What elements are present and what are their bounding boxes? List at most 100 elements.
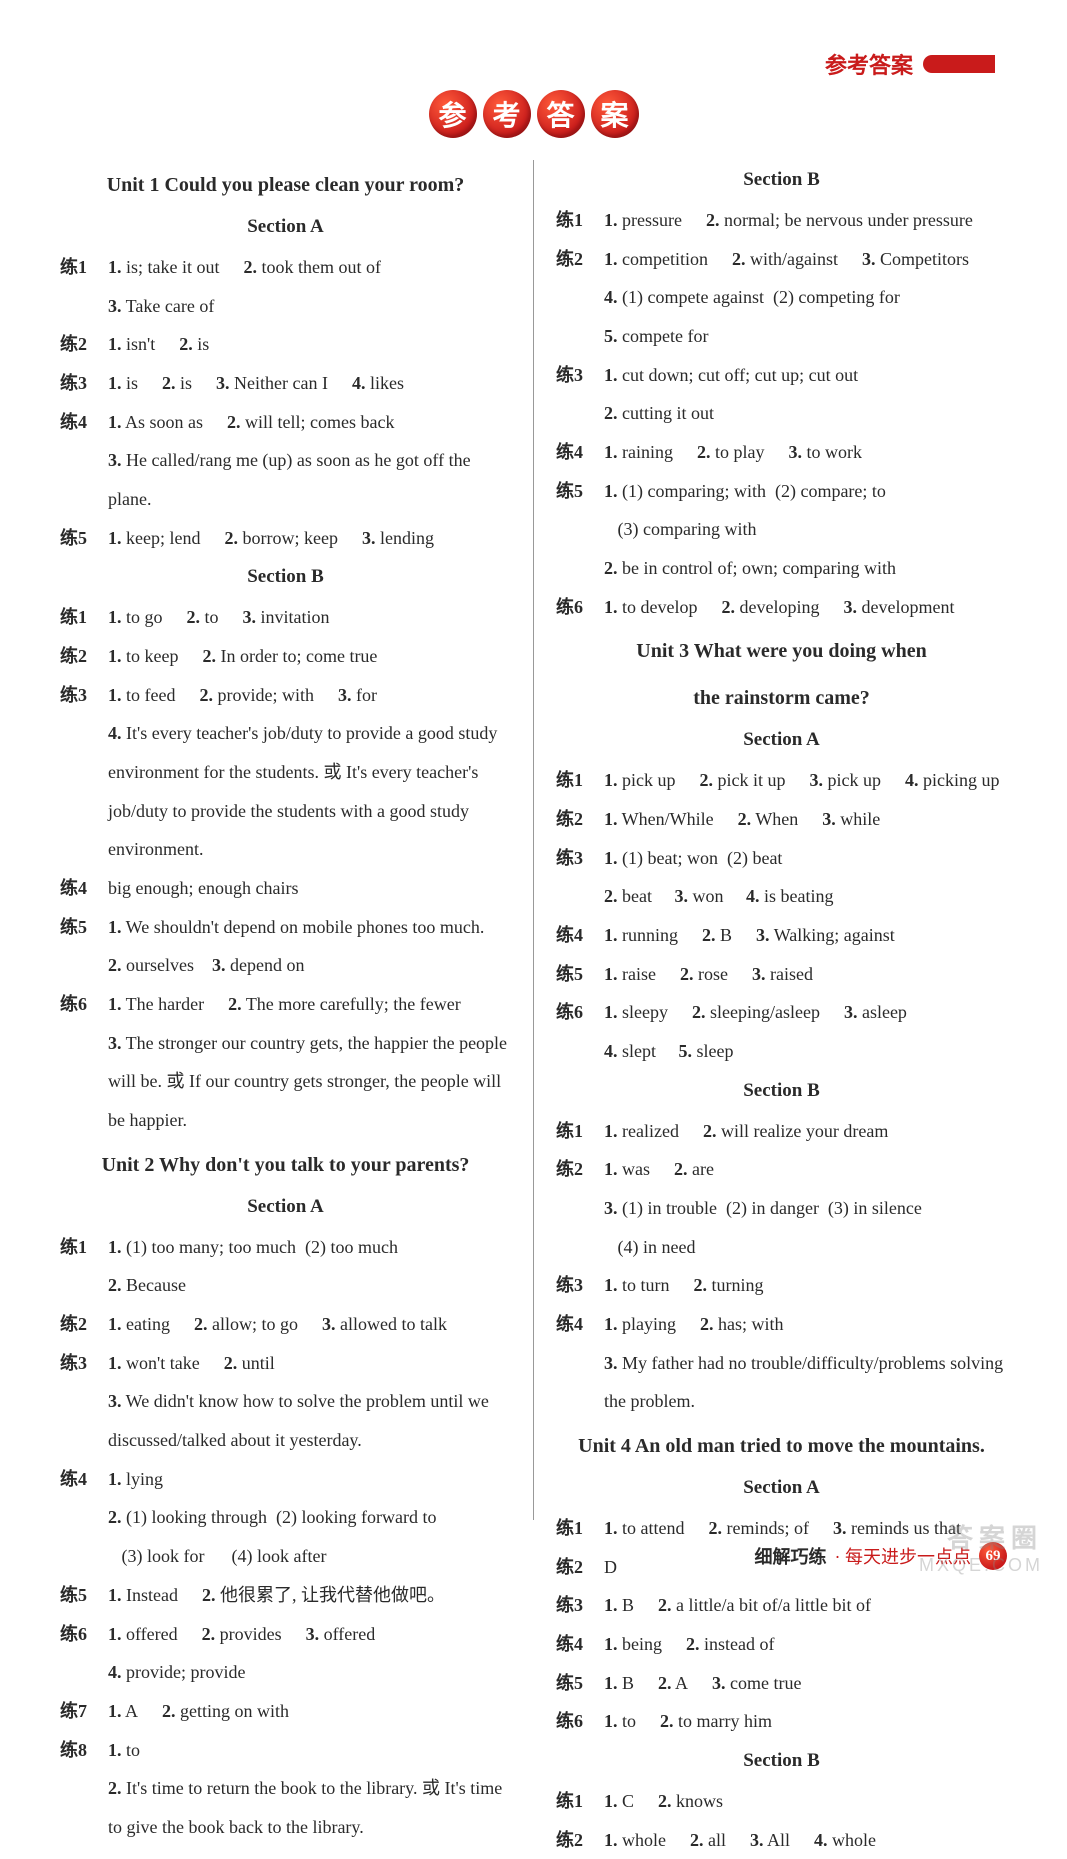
practice-label: 练2 — [60, 637, 108, 676]
answer-continuation: 4. It's every teacher's job/duty to prov… — [60, 714, 511, 869]
answer-item: 1. As soon as — [108, 403, 203, 442]
answer-item: 2. 他很累了, 让我代替他做吧。 — [202, 1576, 445, 1615]
practice-label: 练3 — [556, 839, 604, 878]
answer-items: 1. pick up2. pick it up3. pick up4. pick… — [604, 761, 1007, 800]
answer-item: 1. won't take — [108, 1344, 200, 1383]
answer-item: 3. development — [843, 588, 954, 627]
answer-continuation: (4) in need — [556, 1228, 1007, 1267]
answer-item: 1. competition — [604, 240, 708, 279]
unit-title: Unit 1 Could you please clean your room? — [60, 164, 511, 207]
watermark-line1: 答案圈 — [919, 1518, 1043, 1555]
answer-items: 1. whole2. all3. All4. whole — [604, 1821, 1007, 1859]
unit-title: Unit 4 An old man tried to move the moun… — [556, 1425, 1007, 1468]
title-char: 考 — [483, 90, 531, 138]
answer-items: 1. playing2. has; with — [604, 1305, 1007, 1344]
answer-row: 练51. (1) comparing; with (2) compare; to — [556, 472, 1007, 511]
answer-item: 3. for — [338, 676, 377, 715]
answer-continuation: (3) look for (4) look after — [60, 1537, 511, 1576]
practice-label: 练5 — [556, 472, 604, 511]
practice-label: 练5 — [556, 955, 604, 994]
answer-item: 2. A — [658, 1664, 688, 1703]
answer-continuation: 2. cutting it out — [556, 394, 1007, 433]
answer-row: 练31. to turn2. turning — [556, 1266, 1007, 1305]
answer-items: 1. B2. A3. come true — [604, 1664, 1007, 1703]
answer-items: 1. isn't 2. is — [108, 325, 511, 364]
answer-items: 1. won't take2. until — [108, 1344, 511, 1383]
answer-row: 练51. B2. A3. come true — [556, 1664, 1007, 1703]
section-title: Section B — [60, 557, 511, 598]
practice-label: 练1 — [60, 1228, 108, 1267]
answer-continuation: 2. (1) looking through (2) looking forwa… — [60, 1498, 511, 1537]
answer-item: 2. rose — [680, 955, 728, 994]
answer-item: 2. developing — [721, 588, 819, 627]
answer-item: 3. raised — [752, 955, 813, 994]
answer-items: 1. is2. is3. Neither can I4. likes — [108, 364, 511, 403]
answer-items: 1. eating2. allow; to go3. allowed to ta… — [108, 1305, 511, 1344]
answer-row: 练51. raise2. rose3. raised — [556, 955, 1007, 994]
answer-item: 1. isn't — [108, 325, 155, 364]
answer-items: 1. offered2. provides3. offered4. provid… — [108, 1615, 511, 1692]
answer-row: 练41. raining2. to play3. to work — [556, 433, 1007, 472]
answer-item: 1. When/While — [604, 800, 714, 839]
answer-item: 2. borrow; keep — [224, 519, 337, 558]
answer-row: 练41. lying — [60, 1460, 511, 1499]
answer-continuation: (3) comparing with — [556, 510, 1007, 549]
answer-items: 1. to go2. to3. invitation — [108, 598, 511, 637]
answer-row: 练51. We shouldn't depend on mobile phone… — [60, 908, 511, 947]
answer-row: 练41. being2. instead of — [556, 1625, 1007, 1664]
answer-item: 3. to work — [789, 433, 863, 472]
answer-item: 1. raining — [604, 433, 673, 472]
answer-items: 1. As soon as 2. will tell; comes back — [108, 403, 511, 442]
section-title: Section A — [556, 1468, 1007, 1509]
answer-item: 1. to turn — [604, 1266, 670, 1305]
practice-label: 练1 — [60, 248, 108, 287]
practice-label: 练2 — [60, 325, 108, 364]
practice-label: 练3 — [556, 356, 604, 395]
answer-item: 2. to marry him — [660, 1702, 772, 1741]
answer-item: 2. allow; to go — [194, 1305, 298, 1344]
answer-row: 练31. B2. a little/a bit of/a little bit … — [556, 1586, 1007, 1625]
answer-item: 2. with/against — [732, 240, 838, 279]
answer-row: 练11. to go2. to3. invitation — [60, 598, 511, 637]
answer-continuation: 3. My father had no trouble/difficulty/p… — [556, 1344, 1007, 1421]
answer-item: 1. B — [604, 1586, 634, 1625]
answer-item: 2. sleeping/asleep — [692, 993, 820, 1032]
answer-continuation: 2. ourselves 3. depend on — [60, 946, 511, 985]
answer-row: 练61. to2. to marry him — [556, 1702, 1007, 1741]
answer-row: 练31. won't take2. until — [60, 1344, 511, 1383]
answer-continuation: 2. be in control of; own; comparing with — [556, 549, 1007, 588]
answer-item: 4. likes — [352, 364, 404, 403]
answer-item: 1. (1) too many; too much (2) too much — [108, 1228, 398, 1267]
answer-item: 3. Walking; against — [756, 916, 895, 955]
columns: Unit 1 Could you please clean your room?… — [60, 160, 1007, 1520]
answer-row: 练21. whole2. all3. All4. whole — [556, 1821, 1007, 1859]
answer-continuation: 5. compete for — [556, 317, 1007, 356]
answer-row: 练61. to develop2. developing3. developme… — [556, 588, 1007, 627]
answer-item: 3. Competitors — [862, 240, 969, 279]
practice-label: 练2 — [556, 1821, 604, 1859]
answer-item: 2. pick it up — [700, 761, 786, 800]
answer-item: 1. A — [108, 1692, 138, 1731]
answer-items: 1. to develop2. developing3. development — [604, 588, 1007, 627]
answer-continuation: 4. slept 5. sleep — [556, 1032, 1007, 1071]
answer-item: 2. is — [179, 325, 209, 364]
practice-label: 练3 — [60, 1344, 108, 1383]
practice-label: 练5 — [60, 908, 108, 947]
practice-label: 练2 — [556, 240, 604, 279]
answer-row: 练4big enough; enough chairs — [60, 869, 511, 908]
answer-item: 1. whole — [604, 1821, 666, 1859]
answer-items: 1. to turn 2. turning — [604, 1266, 1007, 1305]
practice-label: 练6 — [556, 588, 604, 627]
footer-brand: 细解巧练 — [755, 1543, 827, 1569]
practice-label: 练1 — [556, 1782, 604, 1821]
answer-row: 练51. Instead2. 他很累了, 让我代替他做吧。 — [60, 1576, 511, 1615]
answer-item: 2. turning — [694, 1266, 764, 1305]
answer-item: 1. keep; lend — [108, 519, 200, 558]
section-title: Section B — [556, 1741, 1007, 1782]
answer-item: 1. B — [604, 1664, 634, 1703]
answer-item: 2. B — [702, 916, 732, 955]
answer-item: 3. lending — [362, 519, 434, 558]
answer-item: 2. will tell; comes back — [227, 403, 394, 442]
answer-item: 2. has; with — [700, 1305, 784, 1344]
answer-row: 练61. The harder2. The more carefully; th… — [60, 985, 511, 1024]
